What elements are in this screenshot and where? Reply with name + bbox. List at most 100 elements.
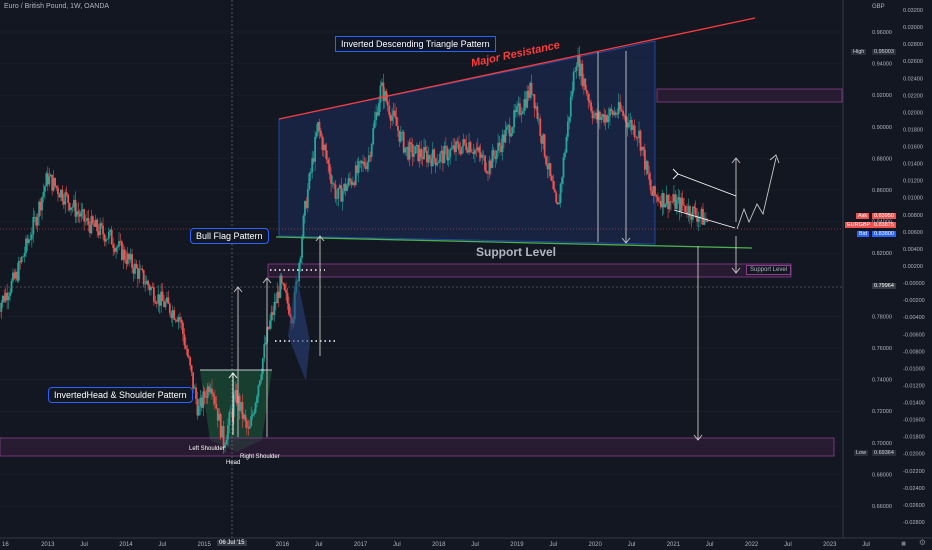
- candle-body: [138, 269, 141, 279]
- crosshair-tag-value: 0.79964: [872, 283, 896, 289]
- candle-body: [168, 303, 171, 314]
- candle-body: [677, 197, 680, 200]
- candle-body: [553, 189, 556, 193]
- candle-body: [444, 145, 447, 148]
- candle-body: [360, 160, 363, 164]
- percent-tick-label: 0.00800: [903, 213, 923, 219]
- candle-body: [659, 201, 662, 208]
- candle-body: [227, 425, 229, 440]
- candle-body: [652, 186, 655, 196]
- candle-body: [591, 111, 594, 119]
- candle-body: [283, 284, 286, 291]
- candle-body: [381, 82, 383, 86]
- support-level-line: [275, 236, 753, 249]
- candle-body: [59, 189, 62, 198]
- candle-body: [395, 116, 398, 127]
- candle-body: [472, 152, 475, 155]
- candle-body: [569, 96, 572, 117]
- candle-body: [420, 148, 423, 158]
- candle-body: [305, 201, 308, 208]
- candle-body: [152, 287, 155, 302]
- candle-body: [565, 136, 568, 153]
- candle-body: [126, 253, 129, 264]
- gear-icon[interactable]: ⚙: [918, 538, 926, 547]
- candle-body: [638, 130, 640, 139]
- candle-body: [633, 125, 636, 138]
- candle-body: [166, 297, 168, 303]
- candle-body: [668, 201, 671, 210]
- candle-body: [57, 187, 59, 195]
- candle-body: [20, 256, 23, 263]
- candle-body: [654, 186, 656, 196]
- candle-body: [68, 202, 71, 211]
- candle-body: [414, 146, 417, 154]
- candle-body: [648, 173, 651, 180]
- candle-body: [192, 372, 194, 389]
- candle-body: [257, 385, 260, 397]
- candle-body: [561, 177, 563, 184]
- percent-tick-label: 0.01600: [903, 145, 923, 151]
- candle-body: [279, 275, 282, 298]
- candle-body: [424, 147, 427, 151]
- candle-body: [225, 439, 228, 445]
- candle-body: [706, 220, 709, 222]
- candle-body: [244, 414, 247, 421]
- candle-body: [369, 155, 372, 157]
- candle-body: [119, 241, 122, 242]
- candle-body: [306, 189, 309, 208]
- percent-tick-label: -0.02200: [903, 469, 925, 475]
- candle-body: [674, 194, 677, 209]
- candle-body: [520, 113, 523, 115]
- candle-body: [6, 292, 9, 301]
- candle-body: [170, 313, 173, 318]
- candle-body: [382, 82, 385, 101]
- candle-body: [443, 145, 446, 164]
- candle-body: [449, 149, 452, 158]
- candle-body: [543, 134, 546, 157]
- candle-body: [548, 163, 550, 170]
- candle-body: [115, 247, 117, 252]
- candle-body: [427, 155, 430, 163]
- candle-body: [571, 90, 574, 97]
- currency-label: GBP: [872, 4, 885, 10]
- time-tick-label: 2017: [354, 542, 368, 548]
- candle-body: [566, 121, 569, 137]
- tradingview-logo-icon[interactable]: ■: [901, 539, 906, 548]
- candle-body: [484, 155, 486, 171]
- time-tick-label: 2021: [667, 542, 681, 548]
- candle-body: [219, 413, 222, 438]
- candle-body: [86, 218, 88, 221]
- candle-body: [46, 173, 49, 185]
- candle-body: [353, 182, 356, 186]
- candle-body: [545, 156, 547, 165]
- percent-tick-label: 0.01000: [903, 196, 923, 202]
- candle-body: [549, 163, 552, 176]
- time-tick-label: Jul: [549, 542, 557, 548]
- candle-body: [213, 396, 216, 404]
- candle-body: [335, 198, 338, 200]
- candle-body: [555, 192, 558, 203]
- candle-body: [479, 152, 482, 158]
- candle-body: [559, 183, 562, 203]
- price-tick-label: 0.78000: [872, 314, 892, 320]
- candle-body: [158, 294, 161, 306]
- candle-body: [399, 132, 402, 142]
- candle-body: [139, 268, 142, 270]
- time-tick-label: Jul: [628, 542, 636, 548]
- candle-body: [574, 71, 577, 73]
- candle-body: [148, 285, 151, 291]
- inverted-hs-area: [200, 370, 272, 452]
- symbol-tag-value: 0.83875: [872, 222, 896, 228]
- candle-body: [598, 111, 601, 120]
- price-tick-label: 0.70000: [872, 441, 892, 447]
- candle-body: [320, 130, 322, 137]
- candle-body: [463, 139, 466, 144]
- candle-body: [362, 161, 364, 164]
- candle-body: [662, 193, 665, 208]
- candle-body: [197, 406, 200, 416]
- price-tick-label: 0.90000: [872, 125, 892, 131]
- candle-body: [7, 296, 10, 301]
- candle-body: [276, 291, 279, 304]
- upper-zone: [656, 88, 843, 103]
